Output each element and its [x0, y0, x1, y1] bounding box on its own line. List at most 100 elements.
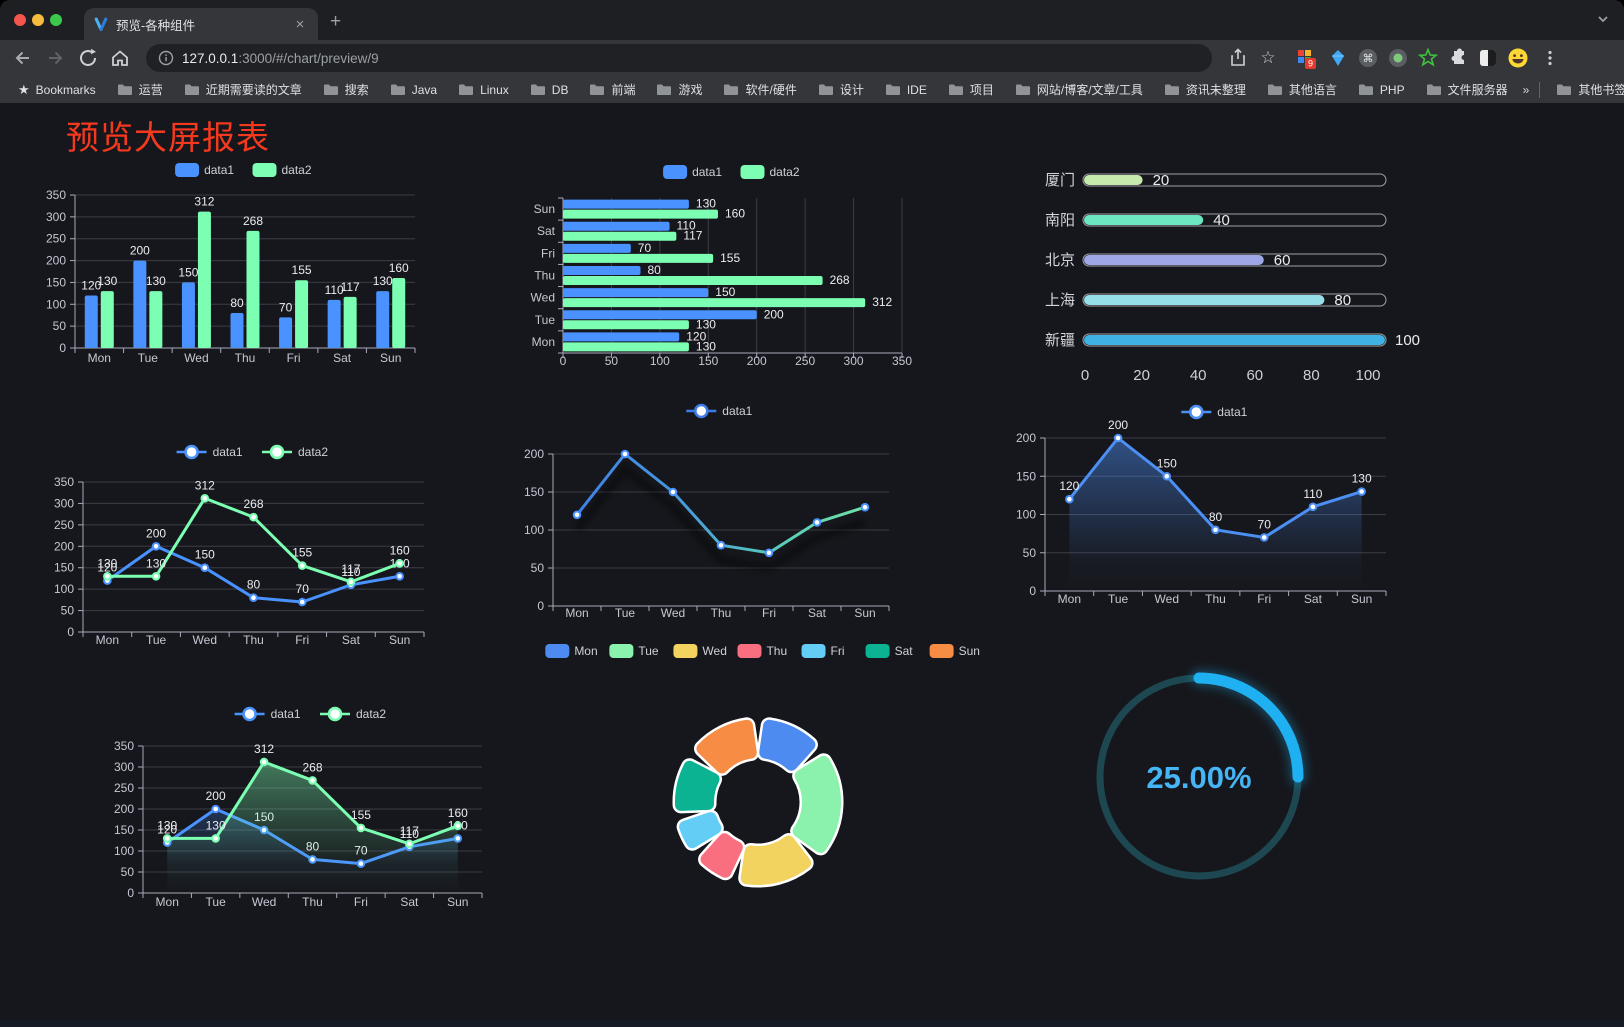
folder-icon — [948, 84, 963, 95]
folder-icon — [390, 84, 405, 95]
other-bookmarks-folder[interactable]: 其他书签 — [1550, 78, 1624, 101]
folder-icon — [1358, 84, 1373, 95]
svg-text:200: 200 — [130, 244, 150, 258]
forward-button[interactable] — [42, 44, 70, 72]
svg-text:Mon: Mon — [532, 335, 555, 349]
svg-text:100: 100 — [114, 844, 134, 858]
bookmark-folder[interactable]: DB — [524, 78, 575, 101]
close-window-button[interactable] — [14, 14, 26, 26]
bookmark-folder[interactable]: 软件/硬件 — [717, 78, 802, 101]
svg-text:117: 117 — [400, 824, 419, 838]
svg-text:300: 300 — [844, 354, 864, 368]
svg-text:Wed: Wed — [193, 633, 217, 647]
bookmark-folder[interactable]: Java — [384, 78, 443, 101]
svg-text:200: 200 — [764, 307, 784, 321]
svg-text:130: 130 — [157, 818, 177, 832]
bookmarks-overflow-chevron[interactable]: » — [1522, 82, 1530, 97]
svg-text:20: 20 — [1153, 172, 1170, 189]
svg-text:50: 50 — [53, 319, 67, 333]
bookmark-folder[interactable]: 文件服务器 — [1420, 78, 1514, 101]
bookmark-folder[interactable]: 项目 — [942, 78, 1000, 101]
svg-text:厦门: 厦门 — [1045, 172, 1075, 189]
bar-chart[interactable]: data1 data2 0 50 100 150 200 250 300 350 Mon Tue Wed… — [46, 163, 416, 365]
bookmark-folder[interactable]: 前端 — [583, 78, 641, 101]
site-info-icon[interactable] — [158, 50, 174, 66]
svg-text:130: 130 — [206, 818, 226, 832]
svg-text:Fri: Fri — [295, 633, 309, 647]
bookmark-folder[interactable]: 设计 — [812, 78, 870, 101]
tab-search-chevron-icon[interactable] — [1596, 12, 1610, 26]
profile-avatar[interactable] — [1504, 44, 1532, 72]
area-chart-two-series[interactable]: data1 data2 0 50 100 150 200 250 300 350 Mon Tue Wed… — [114, 706, 483, 909]
svg-text:Sat: Sat — [1304, 592, 1323, 606]
svg-text:100: 100 — [54, 582, 74, 596]
address-bar[interactable]: 127.0.0.1:3000/#/chart/preview/9 — [146, 44, 1212, 72]
svg-text:200: 200 — [54, 539, 74, 553]
svg-text:268: 268 — [243, 214, 263, 228]
svg-text:Thu: Thu — [1205, 592, 1226, 606]
back-button[interactable] — [8, 44, 36, 72]
bookmark-folder[interactable]: 网站/博客/文章/工具 — [1009, 78, 1149, 101]
bookmarks-divider — [1539, 81, 1541, 98]
svg-text:0: 0 — [127, 886, 134, 900]
svg-text:Tue: Tue — [638, 644, 659, 658]
home-button[interactable] — [106, 44, 134, 72]
browser-tab[interactable]: 预览-各种组件 × — [84, 8, 318, 40]
bookmark-folder[interactable]: 其他语言 — [1261, 78, 1343, 101]
extension-icon-1[interactable]: 9 — [1292, 44, 1320, 72]
extensions-puzzle-icon[interactable] — [1444, 44, 1472, 72]
svg-text:312: 312 — [254, 742, 274, 756]
extension-icon-star[interactable] — [1414, 44, 1442, 72]
share-icon[interactable] — [1224, 44, 1252, 72]
browser-toolbar: 127.0.0.1:3000/#/chart/preview/9 ☆ 9 ⌘ — [0, 40, 1624, 76]
tab-close-icon[interactable]: × — [295, 15, 305, 33]
svg-text:200: 200 — [146, 526, 166, 540]
bookmark-folder[interactable]: Linux — [452, 78, 515, 101]
reload-button[interactable] — [74, 44, 102, 72]
bookmark-folder[interactable]: IDE — [879, 78, 933, 101]
folder-icon — [323, 84, 338, 95]
gauge-chart[interactable]: 25.00% — [1096, 670, 1306, 880]
zoom-window-button[interactable] — [50, 14, 62, 26]
progress-bar-chart[interactable]: 厦门 20 南阳 40 北京 60 上海 80 新疆 100 0 20 40 60 80 100 — [1045, 172, 1420, 384]
svg-text:155: 155 — [720, 251, 740, 265]
bookmark-folder[interactable]: 近期需要读的文章 — [178, 78, 308, 101]
menu-icon[interactable] — [1536, 44, 1564, 72]
donut-chart[interactable]: Mon Tue Wed Thu Fri Sat Sun — [545, 644, 980, 888]
bookmark-star-icon[interactable]: ☆ — [1260, 48, 1276, 67]
area-chart-single[interactable]: data1 0 50 100 150 200 Mon Tue Wed Thu Fri Sat Sun 12… — [1016, 404, 1387, 606]
svg-text:Fri: Fri — [831, 644, 845, 658]
svg-text:100: 100 — [1355, 367, 1380, 384]
svg-text:100: 100 — [1395, 332, 1420, 349]
line-chart-two-series[interactable]: data1 data2 0 50 100 150 200 250 300 350 Mon Tue Wed… — [54, 444, 425, 647]
svg-text:Fri: Fri — [541, 246, 555, 260]
svg-text:50: 50 — [61, 604, 75, 618]
svg-text:100: 100 — [46, 297, 66, 311]
extension-icon-darkmode[interactable] — [1474, 44, 1502, 72]
svg-text:268: 268 — [243, 497, 263, 511]
svg-text:150: 150 — [195, 548, 215, 562]
extension-icon-command[interactable]: ⌘ — [1354, 44, 1382, 72]
minimize-window-button[interactable] — [32, 14, 44, 26]
gradient-line-chart[interactable]: data1 0 50 100 150 200 Mon Tue Wed Thu Fri Sat Sun — [524, 403, 890, 620]
bookmark-item-bookmarks[interactable]: ★ Bookmarks — [18, 81, 96, 97]
bookmark-folder[interactable]: PHP — [1352, 78, 1411, 101]
extension-icon-record[interactable] — [1384, 44, 1412, 72]
svg-text:Tue: Tue — [1108, 592, 1129, 606]
svg-text:160: 160 — [448, 806, 468, 820]
new-tab-button[interactable]: + — [330, 11, 342, 32]
svg-text:Fri: Fri — [354, 895, 368, 909]
svg-text:data1: data1 — [692, 165, 722, 179]
bookmark-folder[interactable]: 资讯未整理 — [1158, 78, 1252, 101]
svg-text:110: 110 — [677, 219, 696, 233]
bookmark-folder[interactable]: 游戏 — [650, 78, 708, 101]
horizontal-bar-chart[interactable]: data1 data2 0 50 100 150 200 250 300 350 Mon Tue Wed… — [531, 165, 913, 368]
bookmark-folder[interactable]: 搜索 — [317, 78, 375, 101]
svg-text:80: 80 — [1209, 510, 1223, 524]
svg-text:150: 150 — [54, 561, 74, 575]
bookmark-folder[interactable]: 运营 — [111, 78, 169, 101]
tab-strip: 预览-各种组件 × + — [0, 0, 1624, 40]
svg-text:Sun: Sun — [380, 351, 401, 365]
svg-text:80: 80 — [1334, 292, 1351, 309]
extension-icon-gem[interactable] — [1324, 44, 1352, 72]
